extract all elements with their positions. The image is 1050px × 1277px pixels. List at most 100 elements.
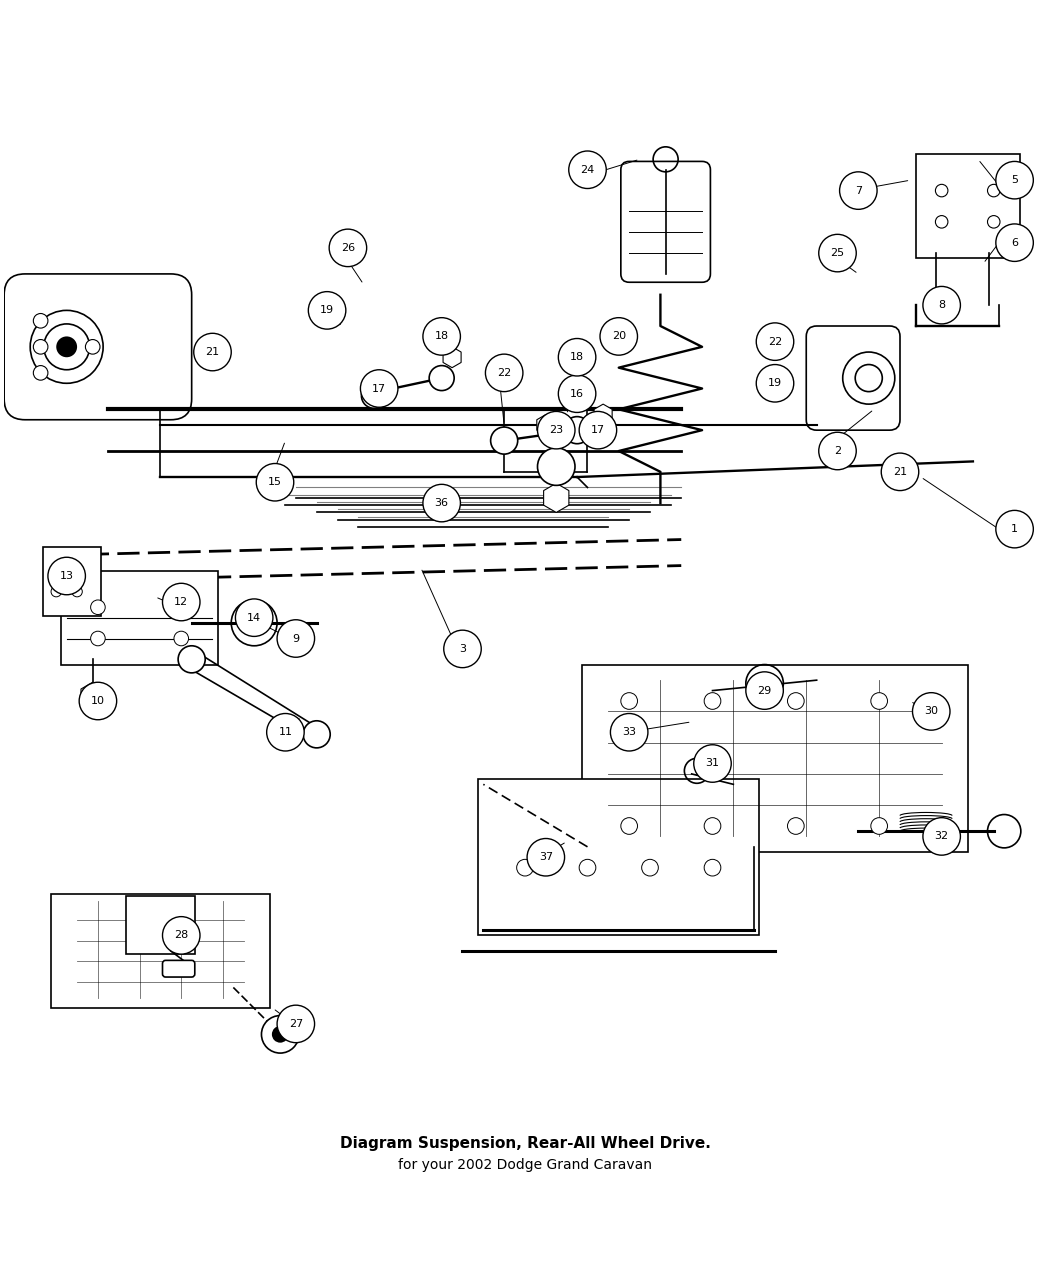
Circle shape	[923, 817, 961, 856]
Circle shape	[272, 1025, 289, 1042]
Circle shape	[267, 714, 304, 751]
Text: 15: 15	[268, 478, 282, 488]
Text: 13: 13	[60, 571, 74, 581]
Text: 7: 7	[855, 185, 862, 195]
Text: 12: 12	[174, 598, 188, 607]
Circle shape	[870, 817, 887, 834]
Circle shape	[194, 333, 231, 370]
Circle shape	[987, 216, 1000, 229]
Circle shape	[621, 692, 637, 709]
Circle shape	[705, 817, 721, 834]
FancyBboxPatch shape	[583, 664, 968, 852]
Circle shape	[309, 291, 345, 329]
Circle shape	[277, 1005, 315, 1042]
Circle shape	[538, 411, 575, 450]
Circle shape	[538, 448, 575, 485]
Circle shape	[694, 744, 731, 783]
Text: 1: 1	[1011, 524, 1018, 534]
Circle shape	[174, 600, 189, 614]
FancyBboxPatch shape	[621, 161, 711, 282]
Text: 16: 16	[570, 388, 584, 398]
Circle shape	[756, 364, 794, 402]
Circle shape	[303, 720, 330, 748]
Circle shape	[936, 216, 948, 229]
Circle shape	[881, 453, 919, 490]
Circle shape	[256, 464, 294, 501]
Text: 11: 11	[278, 727, 292, 737]
Circle shape	[923, 286, 961, 324]
Circle shape	[90, 631, 105, 646]
Circle shape	[85, 340, 100, 354]
Circle shape	[163, 584, 200, 621]
Text: 22: 22	[768, 337, 782, 346]
Text: 25: 25	[831, 248, 844, 258]
FancyBboxPatch shape	[4, 275, 192, 420]
Circle shape	[429, 365, 455, 391]
Text: 31: 31	[706, 759, 719, 769]
Circle shape	[527, 839, 565, 876]
Circle shape	[34, 313, 48, 328]
Text: 18: 18	[435, 332, 448, 341]
Circle shape	[71, 571, 82, 581]
Text: Diagram Suspension, Rear-All Wheel Drive.: Diagram Suspension, Rear-All Wheel Drive…	[339, 1137, 711, 1151]
Circle shape	[235, 599, 273, 636]
Circle shape	[178, 646, 205, 673]
FancyBboxPatch shape	[62, 571, 217, 664]
Circle shape	[329, 229, 366, 267]
Circle shape	[277, 619, 315, 658]
Circle shape	[71, 586, 82, 596]
Circle shape	[621, 817, 637, 834]
Text: 17: 17	[372, 383, 386, 393]
Circle shape	[564, 416, 590, 443]
Circle shape	[90, 600, 105, 614]
FancyBboxPatch shape	[478, 779, 759, 935]
Text: 37: 37	[539, 852, 553, 862]
Text: 10: 10	[91, 696, 105, 706]
Circle shape	[423, 318, 460, 355]
Circle shape	[163, 917, 200, 954]
Circle shape	[360, 370, 398, 407]
Text: 8: 8	[938, 300, 945, 310]
Circle shape	[788, 692, 804, 709]
Text: 6: 6	[1011, 238, 1018, 248]
Text: 9: 9	[292, 633, 299, 644]
Circle shape	[517, 859, 533, 876]
Circle shape	[485, 354, 523, 392]
Circle shape	[995, 161, 1033, 199]
Text: 3: 3	[459, 644, 466, 654]
Circle shape	[870, 692, 887, 709]
Text: 33: 33	[623, 727, 636, 737]
FancyBboxPatch shape	[916, 155, 1020, 258]
FancyBboxPatch shape	[806, 326, 900, 430]
Circle shape	[987, 184, 1000, 197]
Circle shape	[57, 336, 77, 358]
Circle shape	[51, 586, 62, 596]
Circle shape	[819, 432, 856, 470]
Circle shape	[788, 817, 804, 834]
Text: 17: 17	[591, 425, 605, 435]
Circle shape	[34, 340, 48, 354]
Circle shape	[995, 511, 1033, 548]
Circle shape	[444, 630, 481, 668]
Circle shape	[936, 184, 948, 197]
Circle shape	[423, 484, 460, 522]
Text: 24: 24	[581, 165, 594, 175]
Text: 32: 32	[934, 831, 949, 842]
Text: 29: 29	[757, 686, 772, 696]
Circle shape	[995, 223, 1033, 262]
Text: 2: 2	[834, 446, 841, 456]
Circle shape	[261, 1015, 299, 1054]
Circle shape	[580, 411, 616, 450]
Text: 14: 14	[247, 613, 261, 623]
Circle shape	[600, 318, 637, 355]
Text: 21: 21	[892, 467, 907, 476]
Circle shape	[174, 631, 189, 646]
FancyBboxPatch shape	[126, 895, 195, 954]
Text: 19: 19	[320, 305, 334, 315]
Circle shape	[559, 375, 595, 412]
Circle shape	[48, 557, 85, 595]
Circle shape	[79, 682, 117, 720]
Text: 26: 26	[341, 243, 355, 253]
Text: 28: 28	[174, 931, 188, 940]
FancyBboxPatch shape	[43, 547, 101, 616]
